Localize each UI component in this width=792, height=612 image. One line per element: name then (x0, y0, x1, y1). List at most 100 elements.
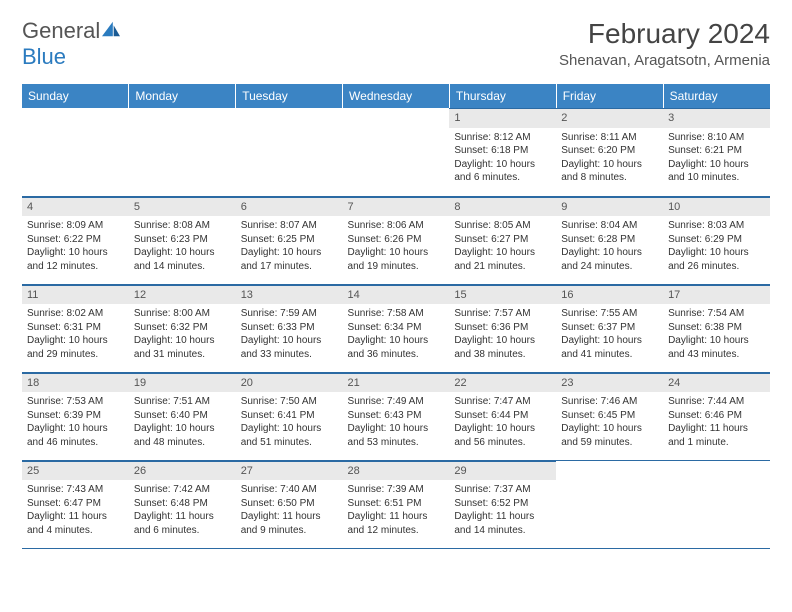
brand-logo: General Blue (22, 18, 122, 70)
day-number: 22 (449, 373, 556, 393)
day-number: 28 (343, 461, 450, 481)
day-details: Sunrise: 7:49 AMSunset: 6:43 PMDaylight:… (343, 392, 450, 453)
day-number: 17 (663, 285, 770, 305)
calendar-cell (663, 460, 770, 548)
calendar-cell: 25Sunrise: 7:43 AMSunset: 6:47 PMDayligh… (22, 460, 129, 548)
day-number: 1 (449, 108, 556, 128)
calendar-cell (236, 108, 343, 196)
day-number: 4 (22, 197, 129, 217)
day-number: 6 (236, 197, 343, 217)
calendar-cell: 28Sunrise: 7:39 AMSunset: 6:51 PMDayligh… (343, 460, 450, 548)
brand-text: General Blue (22, 18, 122, 70)
calendar-head: SundayMondayTuesdayWednesdayThursdayFrid… (22, 84, 770, 108)
calendar-cell: 5Sunrise: 8:08 AMSunset: 6:23 PMDaylight… (129, 196, 236, 284)
day-number: 9 (556, 197, 663, 217)
brand-part2: Blue (22, 44, 66, 69)
day-number: 13 (236, 285, 343, 305)
day-number: 19 (129, 373, 236, 393)
day-number: 29 (449, 461, 556, 481)
day-details: Sunrise: 8:03 AMSunset: 6:29 PMDaylight:… (663, 216, 770, 277)
day-details: Sunrise: 8:07 AMSunset: 6:25 PMDaylight:… (236, 216, 343, 277)
calendar-cell: 3Sunrise: 8:10 AMSunset: 6:21 PMDaylight… (663, 108, 770, 196)
calendar-cell: 13Sunrise: 7:59 AMSunset: 6:33 PMDayligh… (236, 284, 343, 372)
day-details: Sunrise: 7:43 AMSunset: 6:47 PMDaylight:… (22, 480, 129, 541)
day-number: 23 (556, 373, 663, 393)
calendar-cell (22, 108, 129, 196)
header: General Blue February 2024 Shenavan, Ara… (22, 18, 770, 70)
calendar-cell: 14Sunrise: 7:58 AMSunset: 6:34 PMDayligh… (343, 284, 450, 372)
calendar-cell: 27Sunrise: 7:40 AMSunset: 6:50 PMDayligh… (236, 460, 343, 548)
day-details: Sunrise: 7:55 AMSunset: 6:37 PMDaylight:… (556, 304, 663, 365)
day-details: Sunrise: 7:46 AMSunset: 6:45 PMDaylight:… (556, 392, 663, 453)
weekday-header: Friday (556, 84, 663, 108)
day-number: 11 (22, 285, 129, 305)
weekday-header: Wednesday (343, 84, 450, 108)
day-details: Sunrise: 8:12 AMSunset: 6:18 PMDaylight:… (449, 128, 556, 189)
calendar-row: 4Sunrise: 8:09 AMSunset: 6:22 PMDaylight… (22, 196, 770, 284)
day-number: 10 (663, 197, 770, 217)
calendar-cell: 9Sunrise: 8:04 AMSunset: 6:28 PMDaylight… (556, 196, 663, 284)
calendar-row: 18Sunrise: 7:53 AMSunset: 6:39 PMDayligh… (22, 372, 770, 460)
calendar-row: 25Sunrise: 7:43 AMSunset: 6:47 PMDayligh… (22, 460, 770, 548)
day-number: 14 (343, 285, 450, 305)
day-number: 27 (236, 461, 343, 481)
calendar-cell (343, 108, 450, 196)
calendar-cell: 8Sunrise: 8:05 AMSunset: 6:27 PMDaylight… (449, 196, 556, 284)
calendar-cell: 22Sunrise: 7:47 AMSunset: 6:44 PMDayligh… (449, 372, 556, 460)
day-details: Sunrise: 8:09 AMSunset: 6:22 PMDaylight:… (22, 216, 129, 277)
weekday-header: Sunday (22, 84, 129, 108)
calendar-cell: 16Sunrise: 7:55 AMSunset: 6:37 PMDayligh… (556, 284, 663, 372)
day-number: 7 (343, 197, 450, 217)
day-details: Sunrise: 7:57 AMSunset: 6:36 PMDaylight:… (449, 304, 556, 365)
calendar-cell: 29Sunrise: 7:37 AMSunset: 6:52 PMDayligh… (449, 460, 556, 548)
calendar-cell (556, 460, 663, 548)
calendar-cell: 15Sunrise: 7:57 AMSunset: 6:36 PMDayligh… (449, 284, 556, 372)
calendar-cell: 6Sunrise: 8:07 AMSunset: 6:25 PMDaylight… (236, 196, 343, 284)
day-number: 25 (22, 461, 129, 481)
calendar-row: 1Sunrise: 8:12 AMSunset: 6:18 PMDaylight… (22, 108, 770, 196)
calendar-cell: 24Sunrise: 7:44 AMSunset: 6:46 PMDayligh… (663, 372, 770, 460)
day-details: Sunrise: 7:53 AMSunset: 6:39 PMDaylight:… (22, 392, 129, 453)
calendar-cell: 11Sunrise: 8:02 AMSunset: 6:31 PMDayligh… (22, 284, 129, 372)
day-number: 12 (129, 285, 236, 305)
day-details: Sunrise: 8:05 AMSunset: 6:27 PMDaylight:… (449, 216, 556, 277)
page-title: February 2024 (559, 18, 770, 50)
calendar-cell: 20Sunrise: 7:50 AMSunset: 6:41 PMDayligh… (236, 372, 343, 460)
sail-icon (100, 20, 122, 38)
brand-part1: General (22, 18, 100, 43)
day-number: 5 (129, 197, 236, 217)
day-details: Sunrise: 8:06 AMSunset: 6:26 PMDaylight:… (343, 216, 450, 277)
calendar-cell: 18Sunrise: 7:53 AMSunset: 6:39 PMDayligh… (22, 372, 129, 460)
day-number: 18 (22, 373, 129, 393)
day-number: 26 (129, 461, 236, 481)
day-details: Sunrise: 7:40 AMSunset: 6:50 PMDaylight:… (236, 480, 343, 541)
calendar-cell: 12Sunrise: 8:00 AMSunset: 6:32 PMDayligh… (129, 284, 236, 372)
weekday-header: Tuesday (236, 84, 343, 108)
day-number: 24 (663, 373, 770, 393)
day-details: Sunrise: 8:02 AMSunset: 6:31 PMDaylight:… (22, 304, 129, 365)
day-number: 21 (343, 373, 450, 393)
day-details: Sunrise: 7:39 AMSunset: 6:51 PMDaylight:… (343, 480, 450, 541)
day-details: Sunrise: 7:47 AMSunset: 6:44 PMDaylight:… (449, 392, 556, 453)
weekday-header: Thursday (449, 84, 556, 108)
calendar-cell (129, 108, 236, 196)
day-number: 8 (449, 197, 556, 217)
calendar-cell: 2Sunrise: 8:11 AMSunset: 6:20 PMDaylight… (556, 108, 663, 196)
day-details: Sunrise: 8:00 AMSunset: 6:32 PMDaylight:… (129, 304, 236, 365)
day-details: Sunrise: 8:11 AMSunset: 6:20 PMDaylight:… (556, 128, 663, 189)
calendar-cell: 1Sunrise: 8:12 AMSunset: 6:18 PMDaylight… (449, 108, 556, 196)
calendar-cell: 7Sunrise: 8:06 AMSunset: 6:26 PMDaylight… (343, 196, 450, 284)
weekday-header: Monday (129, 84, 236, 108)
day-details: Sunrise: 8:08 AMSunset: 6:23 PMDaylight:… (129, 216, 236, 277)
day-details: Sunrise: 8:04 AMSunset: 6:28 PMDaylight:… (556, 216, 663, 277)
day-details: Sunrise: 7:37 AMSunset: 6:52 PMDaylight:… (449, 480, 556, 541)
day-number: 20 (236, 373, 343, 393)
calendar-cell: 26Sunrise: 7:42 AMSunset: 6:48 PMDayligh… (129, 460, 236, 548)
calendar-cell: 10Sunrise: 8:03 AMSunset: 6:29 PMDayligh… (663, 196, 770, 284)
calendar-body: 1Sunrise: 8:12 AMSunset: 6:18 PMDaylight… (22, 108, 770, 548)
weekday-header: Saturday (663, 84, 770, 108)
calendar-cell: 21Sunrise: 7:49 AMSunset: 6:43 PMDayligh… (343, 372, 450, 460)
location-text: Shenavan, Aragatsotn, Armenia (559, 52, 770, 69)
day-details: Sunrise: 7:44 AMSunset: 6:46 PMDaylight:… (663, 392, 770, 453)
day-details: Sunrise: 7:58 AMSunset: 6:34 PMDaylight:… (343, 304, 450, 365)
